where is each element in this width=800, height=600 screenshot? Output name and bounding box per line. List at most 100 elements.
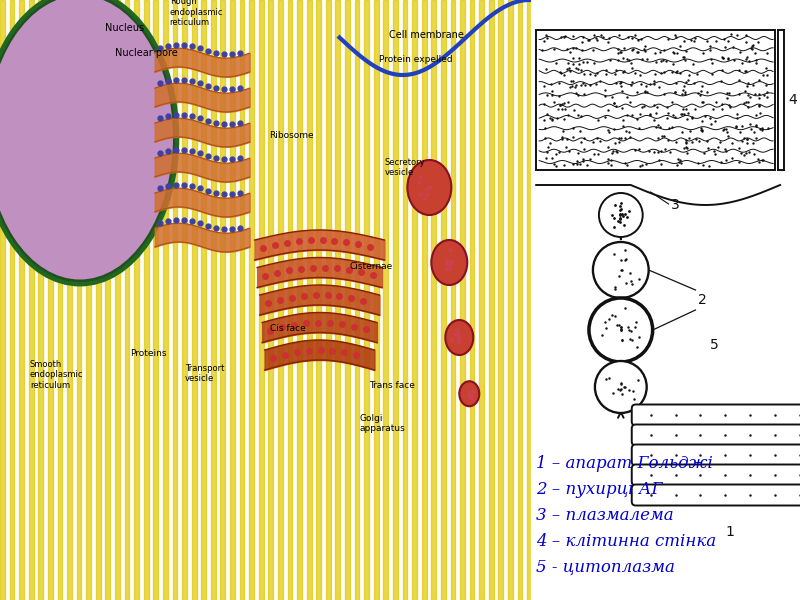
Point [571, 65, 584, 74]
Point [606, 146, 619, 155]
Point [739, 37, 752, 47]
Point [602, 158, 614, 168]
Point [634, 34, 647, 44]
Point [546, 116, 558, 125]
Point [740, 66, 753, 76]
Point [680, 77, 693, 87]
Point [626, 110, 639, 120]
Point [638, 46, 651, 56]
Point [567, 31, 580, 41]
Point [638, 41, 651, 50]
Point [653, 155, 666, 164]
Point [569, 82, 582, 91]
Point [635, 160, 648, 170]
Point [738, 98, 751, 107]
Point [659, 56, 672, 66]
Point [753, 157, 766, 167]
Point [669, 67, 682, 77]
Point [744, 43, 757, 52]
Point [722, 53, 734, 62]
Point [575, 45, 588, 55]
Point [591, 68, 604, 78]
Point [550, 58, 562, 67]
Point [548, 159, 561, 169]
Point [678, 36, 690, 46]
Point [566, 77, 579, 86]
Point [578, 69, 590, 79]
Point [599, 91, 612, 101]
Point [724, 102, 737, 112]
Point [709, 149, 722, 158]
Point [717, 53, 730, 62]
Point [591, 116, 604, 125]
Bar [48, 0, 53, 600]
Point [609, 69, 622, 79]
Point [702, 143, 714, 153]
Point [545, 90, 558, 100]
Text: Cell membrane: Cell membrane [390, 29, 464, 40]
Point [564, 82, 577, 92]
Point [688, 36, 701, 46]
Bar [316, 0, 321, 600]
Point [688, 78, 701, 88]
Point [698, 148, 711, 158]
Bar [383, 0, 388, 600]
Text: 2: 2 [698, 293, 707, 307]
Point [558, 32, 570, 42]
Point [614, 133, 627, 142]
Point [718, 124, 730, 134]
Point [718, 145, 731, 154]
Point [614, 78, 626, 88]
Point [731, 113, 744, 122]
Point [557, 114, 570, 124]
Point [611, 55, 624, 64]
Point [570, 43, 582, 53]
Bar [221, 0, 226, 600]
Point [686, 137, 698, 146]
Point [639, 159, 652, 169]
Bar [182, 0, 187, 600]
Point [680, 137, 693, 147]
Bar [10, 0, 14, 600]
Point [586, 46, 599, 55]
Point [563, 47, 576, 56]
Point [545, 86, 558, 96]
Point [755, 125, 768, 134]
Point [538, 99, 550, 109]
Point [602, 125, 614, 135]
Point [608, 138, 621, 148]
Point [539, 30, 552, 40]
Point [643, 110, 656, 120]
Point [706, 69, 718, 79]
Point [754, 109, 766, 118]
Point [548, 97, 561, 107]
Point [582, 35, 594, 44]
Point [539, 154, 552, 163]
Point [761, 71, 774, 80]
Point [658, 68, 670, 77]
Text: Cis face: Cis face [270, 324, 306, 333]
Bar [230, 0, 235, 600]
Point [572, 91, 585, 100]
Point [709, 97, 722, 107]
Point [676, 110, 689, 119]
Point [678, 110, 691, 119]
Point [720, 146, 733, 155]
Point [666, 47, 679, 56]
Point [691, 89, 704, 98]
Point [617, 121, 630, 131]
Point [639, 86, 652, 95]
Point [693, 136, 706, 146]
Point [674, 41, 686, 50]
Text: Trans face: Trans face [370, 380, 415, 389]
Point [726, 154, 738, 163]
Text: Ribosome: Ribosome [270, 130, 314, 139]
Bar [422, 0, 426, 600]
Point [734, 127, 746, 137]
Point [679, 89, 692, 98]
Point [680, 114, 693, 124]
Point [662, 136, 674, 145]
Point [650, 102, 663, 112]
Point [697, 49, 710, 58]
Point [706, 58, 718, 67]
